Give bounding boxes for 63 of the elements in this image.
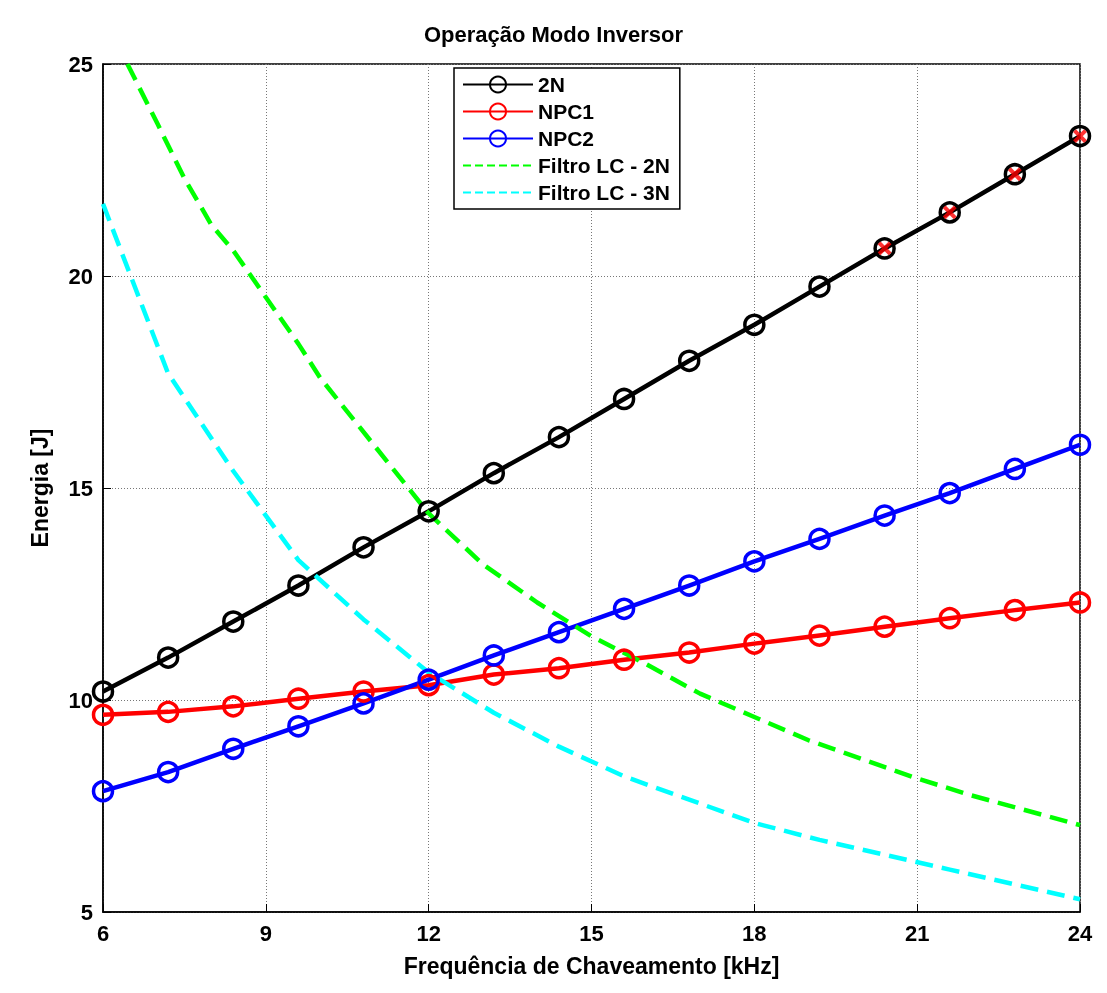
legend-label: NPC1 bbox=[538, 100, 595, 123]
point bbox=[417, 668, 440, 691]
point bbox=[743, 550, 766, 573]
point bbox=[612, 648, 636, 671]
point bbox=[222, 610, 245, 633]
y-tick-label: 20 bbox=[68, 263, 93, 289]
y-tick-label: 5 bbox=[80, 899, 93, 925]
point bbox=[547, 620, 571, 644]
line-series bbox=[100, 201, 1083, 902]
point bbox=[222, 737, 245, 760]
x-tick-label: 21 bbox=[904, 920, 930, 946]
point bbox=[873, 504, 896, 527]
point bbox=[1068, 591, 1092, 614]
point bbox=[547, 656, 571, 680]
point bbox=[91, 703, 115, 727]
point bbox=[222, 695, 245, 718]
point bbox=[91, 680, 115, 703]
point bbox=[743, 632, 766, 655]
point bbox=[743, 313, 766, 336]
x-tick-label: 18 bbox=[742, 920, 767, 946]
point bbox=[808, 624, 831, 647]
point bbox=[1068, 433, 1092, 456]
point bbox=[938, 481, 961, 505]
point bbox=[482, 644, 506, 667]
legend-label: 2N bbox=[538, 73, 565, 96]
line-series bbox=[125, 61, 1083, 828]
point bbox=[287, 715, 310, 738]
y-tick-label: 25 bbox=[68, 51, 93, 77]
legend-label: Filtro LC - 3N bbox=[538, 181, 670, 204]
point bbox=[287, 687, 310, 710]
point bbox=[417, 500, 440, 523]
y-tick-label: 10 bbox=[68, 687, 93, 713]
x-tick-label: 24 bbox=[1067, 920, 1093, 946]
point bbox=[287, 574, 310, 597]
point bbox=[612, 387, 636, 411]
x-tick-label: 15 bbox=[579, 920, 604, 946]
point bbox=[873, 615, 896, 638]
legend-label: NPC2 bbox=[538, 127, 595, 150]
x-tick-label: 12 bbox=[416, 920, 441, 946]
point bbox=[482, 461, 506, 485]
point bbox=[1003, 598, 1027, 622]
point bbox=[808, 527, 831, 551]
x-axis-title: Frequência de Chaveamento [kHz] bbox=[403, 952, 780, 979]
point bbox=[677, 349, 701, 373]
point bbox=[91, 779, 115, 803]
x-tick-label: 9 bbox=[259, 920, 272, 946]
y-axis-title: Energia [J] bbox=[26, 428, 53, 548]
point bbox=[156, 700, 180, 724]
point bbox=[352, 692, 375, 715]
point bbox=[612, 597, 636, 621]
x-tick-label: 6 bbox=[96, 920, 110, 946]
y-tick-label: 15 bbox=[68, 475, 93, 501]
point bbox=[156, 760, 180, 784]
point bbox=[352, 536, 375, 559]
point bbox=[547, 425, 571, 449]
point bbox=[1003, 457, 1027, 481]
point bbox=[677, 641, 701, 664]
point bbox=[677, 574, 701, 597]
chart-title: Operação Modo Inversor bbox=[423, 21, 684, 47]
point bbox=[808, 275, 831, 298]
legend-label: Filtro LC - 2N bbox=[538, 154, 670, 177]
point bbox=[156, 646, 180, 669]
point bbox=[938, 606, 961, 630]
